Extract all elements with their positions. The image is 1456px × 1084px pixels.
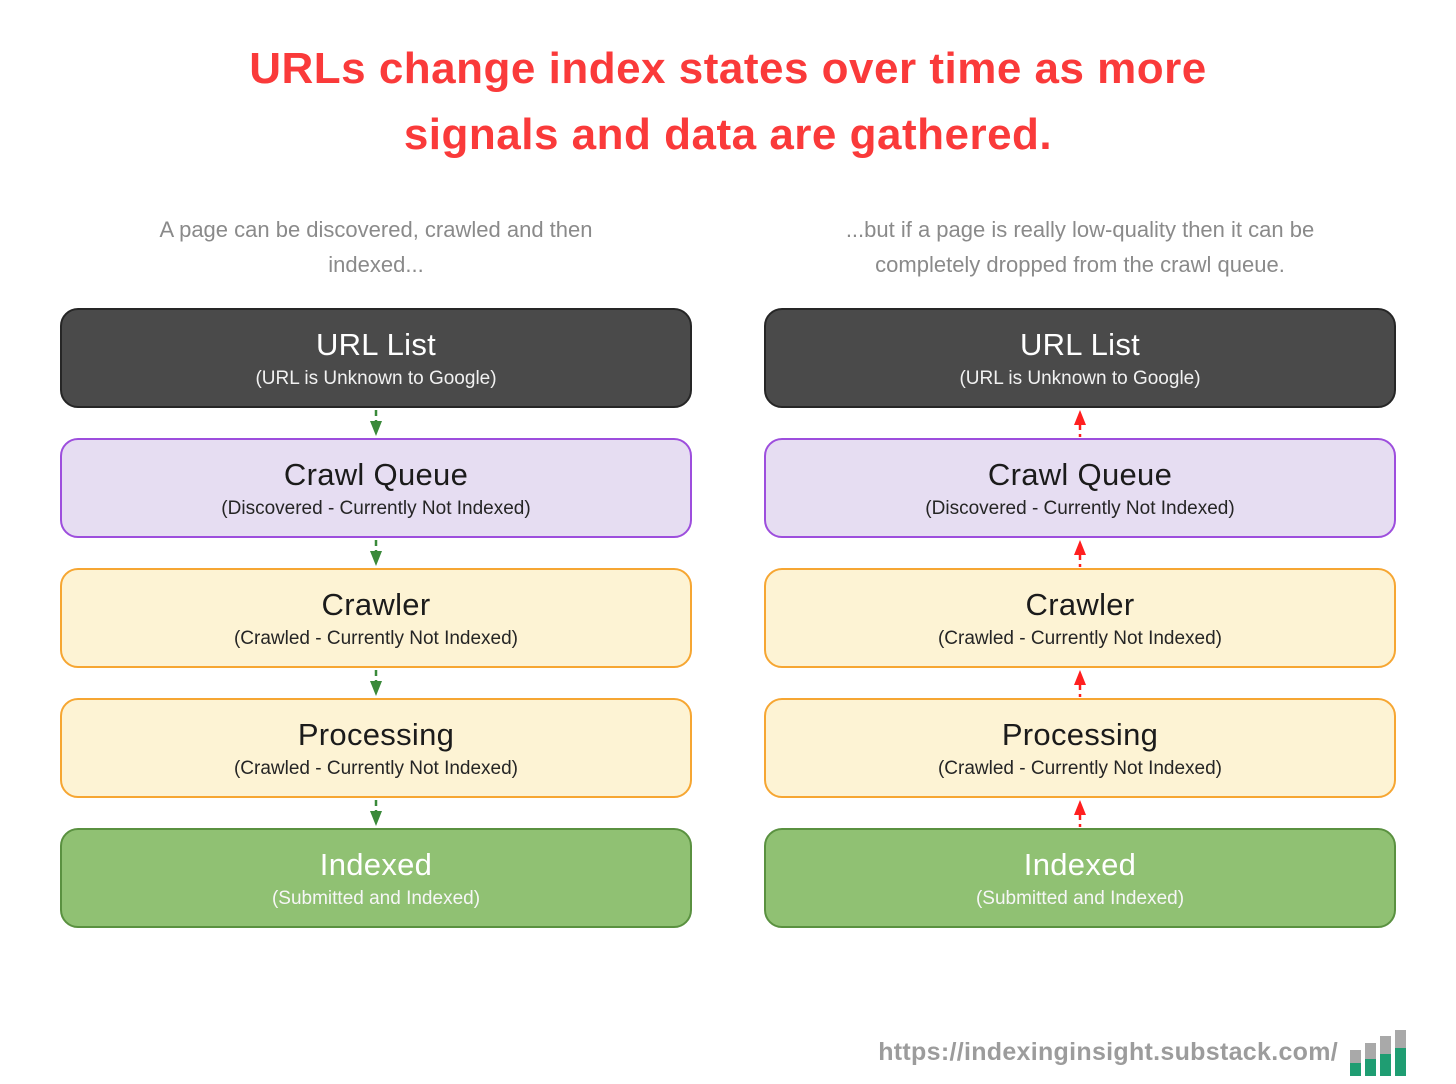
- processing-box-right: Processing (Crawled - Currently Not Inde…: [764, 698, 1396, 798]
- flow-columns: A page can be discovered, crawled and th…: [0, 212, 1456, 928]
- box-subtitle: (Discovered - Currently Not Indexed): [221, 497, 531, 519]
- left-column-subtitle: A page can be discovered, crawled and th…: [159, 217, 593, 277]
- box-title: Indexed: [1023, 846, 1137, 882]
- up-arrow-icon: [1074, 800, 1086, 827]
- crawler-box-right: Crawler (Crawled - Currently Not Indexed…: [764, 568, 1396, 668]
- box-title: Crawler: [1025, 586, 1135, 622]
- up-arrow-icon: [1074, 670, 1086, 697]
- box-title: Crawl Queue: [283, 456, 469, 492]
- crawler-box-left: Crawler (Crawled - Currently Not Indexed…: [60, 568, 692, 668]
- indexed-box-left: Indexed (Submitted and Indexed): [60, 828, 692, 928]
- box-subtitle: (Crawled - Currently Not Indexed): [937, 757, 1223, 779]
- down-arrow-icon: [370, 540, 382, 566]
- box-title: URL List: [1019, 326, 1141, 362]
- box-subtitle: (Submitted and Indexed): [271, 887, 481, 909]
- down-arrow-icon: [370, 410, 382, 436]
- box-title: Crawl Queue: [987, 456, 1173, 492]
- url-list-box-left: URL List (URL is Unknown to Google): [60, 308, 692, 408]
- box-subtitle: (Crawled - Currently Not Indexed): [233, 627, 519, 649]
- right-flow-column: ...but if a page is really low-quality t…: [764, 212, 1396, 928]
- left-flow-column: A page can be discovered, crawled and th…: [60, 212, 692, 928]
- crawl-queue-box-left: Crawl Queue (Discovered - Currently Not …: [60, 438, 692, 538]
- indexed-box-right: Indexed (Submitted and Indexed): [764, 828, 1396, 928]
- right-column-subtitle: ...but if a page is really low-quality t…: [845, 217, 1315, 277]
- box-subtitle: (Crawled - Currently Not Indexed): [937, 627, 1223, 649]
- up-arrow-icon: [1074, 410, 1086, 437]
- box-subtitle: (Crawled - Currently Not Indexed): [233, 757, 519, 779]
- box-subtitle: (Submitted and Indexed): [975, 887, 1185, 909]
- down-arrow-icon: [370, 800, 382, 826]
- down-arrow-icon: [370, 670, 382, 696]
- box-subtitle: (URL is Unknown to Google): [959, 367, 1201, 389]
- footer: https://indexinginsight.substack.com/: [878, 1028, 1408, 1076]
- box-title: Processing: [1001, 716, 1159, 752]
- url-list-box-right: URL List (URL is Unknown to Google): [764, 308, 1396, 408]
- box-title: Processing: [297, 716, 455, 752]
- box-title: Indexed: [319, 846, 433, 882]
- box-subtitle: (Discovered - Currently Not Indexed): [925, 497, 1235, 519]
- box-title: URL List: [315, 326, 437, 362]
- box-title: Crawler: [321, 586, 431, 622]
- crawl-queue-box-right: Crawl Queue (Discovered - Currently Not …: [764, 438, 1396, 538]
- right-flow-diagram: URL List (URL is Unknown to Google) Craw…: [764, 308, 1396, 928]
- processing-box-left: Processing (Crawled - Currently Not Inde…: [60, 698, 692, 798]
- footer-url: https://indexinginsight.substack.com/: [878, 1037, 1338, 1066]
- left-flow-diagram: URL List (URL is Unknown to Google) Craw…: [60, 308, 692, 928]
- up-arrow-icon: [1074, 540, 1086, 567]
- infographic-page: URLs change index states over time as mo…: [0, 36, 1456, 1084]
- box-subtitle: (URL is Unknown to Google): [255, 367, 497, 389]
- page-title: URLs change index states over time as mo…: [249, 44, 1207, 159]
- bar-chart-logo-icon: [1350, 1030, 1406, 1076]
